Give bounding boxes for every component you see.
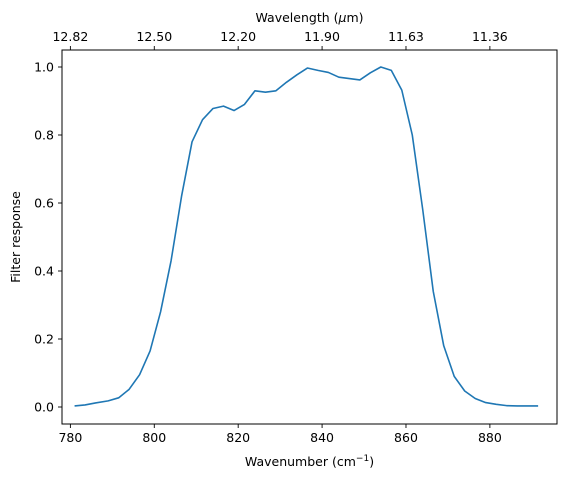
x-tick-label: 800 xyxy=(142,430,166,445)
x-axis-title-text: Wavenumber (cm xyxy=(245,454,356,469)
top-axis-title-mu: μ xyxy=(338,10,347,25)
top-axis: 12.82 12.50 12.20 11.90 11.63 11.36 xyxy=(52,29,508,50)
x-axis-title: Wavenumber (cm−1) xyxy=(245,454,374,469)
y-axis-title: Filter response xyxy=(8,191,23,283)
filter-response-line xyxy=(74,66,539,407)
x-tick-label: 780 xyxy=(58,430,82,445)
y-tick-label: 0.0 xyxy=(34,400,54,415)
y-tick-label: 0.6 xyxy=(34,196,54,211)
y-tick-label: 1.0 xyxy=(34,60,54,75)
bottom-axis: 780 800 820 840 860 880 xyxy=(58,424,502,445)
top-tick-label: 12.20 xyxy=(220,29,256,44)
x-tick-label: 820 xyxy=(226,430,250,445)
top-tick-label: 11.90 xyxy=(304,29,340,44)
y-tick-label: 0.4 xyxy=(34,264,54,279)
x-tick-label: 860 xyxy=(394,430,418,445)
top-axis-title-text: Wavelength ( xyxy=(255,10,338,25)
left-axis: 0.0 0.2 0.4 0.6 0.8 1.0 xyxy=(34,60,62,415)
top-tick-label: 11.63 xyxy=(388,29,424,44)
x-tick-label: 880 xyxy=(478,430,502,445)
y-tick-label: 0.8 xyxy=(34,128,54,143)
top-tick-label: 12.50 xyxy=(136,29,172,44)
top-axis-title: Wavelength (μm) xyxy=(255,10,363,25)
x-axis-title-superscript: −1 xyxy=(356,454,369,464)
y-tick-label: 0.2 xyxy=(34,332,54,347)
x-tick-label: 840 xyxy=(310,430,334,445)
top-tick-label: 11.36 xyxy=(472,29,508,44)
plot-frame xyxy=(61,49,558,425)
top-tick-label: 12.82 xyxy=(52,29,88,44)
plot-line-group xyxy=(74,66,539,407)
top-axis-title-tail: m) xyxy=(346,10,363,25)
x-axis-title-tail: ) xyxy=(369,454,374,469)
